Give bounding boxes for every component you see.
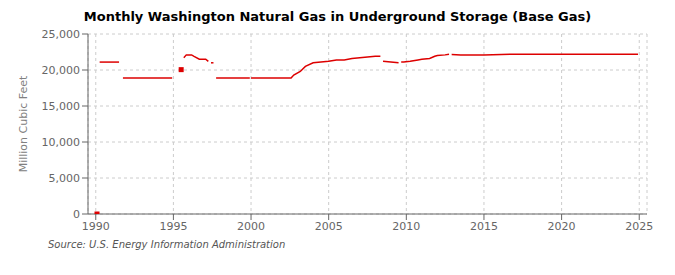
svg-text:10,000: 10,000 xyxy=(42,136,81,149)
html-text:Source: U.S. Energy Informatio: Source: U.S. Energy Information Administ… xyxy=(48,239,286,250)
svg-text:2025: 2025 xyxy=(625,220,653,233)
svg-text:2020: 2020 xyxy=(548,220,576,233)
svg-text:25,000: 25,000 xyxy=(42,28,81,41)
svg-text:15,000: 15,000 xyxy=(42,100,81,113)
svg-text:2005: 2005 xyxy=(315,220,343,233)
svg-text:2010: 2010 xyxy=(392,220,420,233)
svg-text:20,000: 20,000 xyxy=(42,64,81,77)
svg-text:2015: 2015 xyxy=(470,220,498,233)
svg-text:1995: 1995 xyxy=(159,220,187,233)
svg-text:5,000: 5,000 xyxy=(49,172,81,185)
svg-text:0: 0 xyxy=(73,208,80,221)
html-text:Monthly Washington Natural Gas: Monthly Washington Natural Gas in Underg… xyxy=(83,9,592,24)
svg-text:2000: 2000 xyxy=(237,220,265,233)
svg-text:1990: 1990 xyxy=(82,220,110,233)
svg-text:Million Cubic Feet: Million Cubic Feet xyxy=(17,75,30,172)
